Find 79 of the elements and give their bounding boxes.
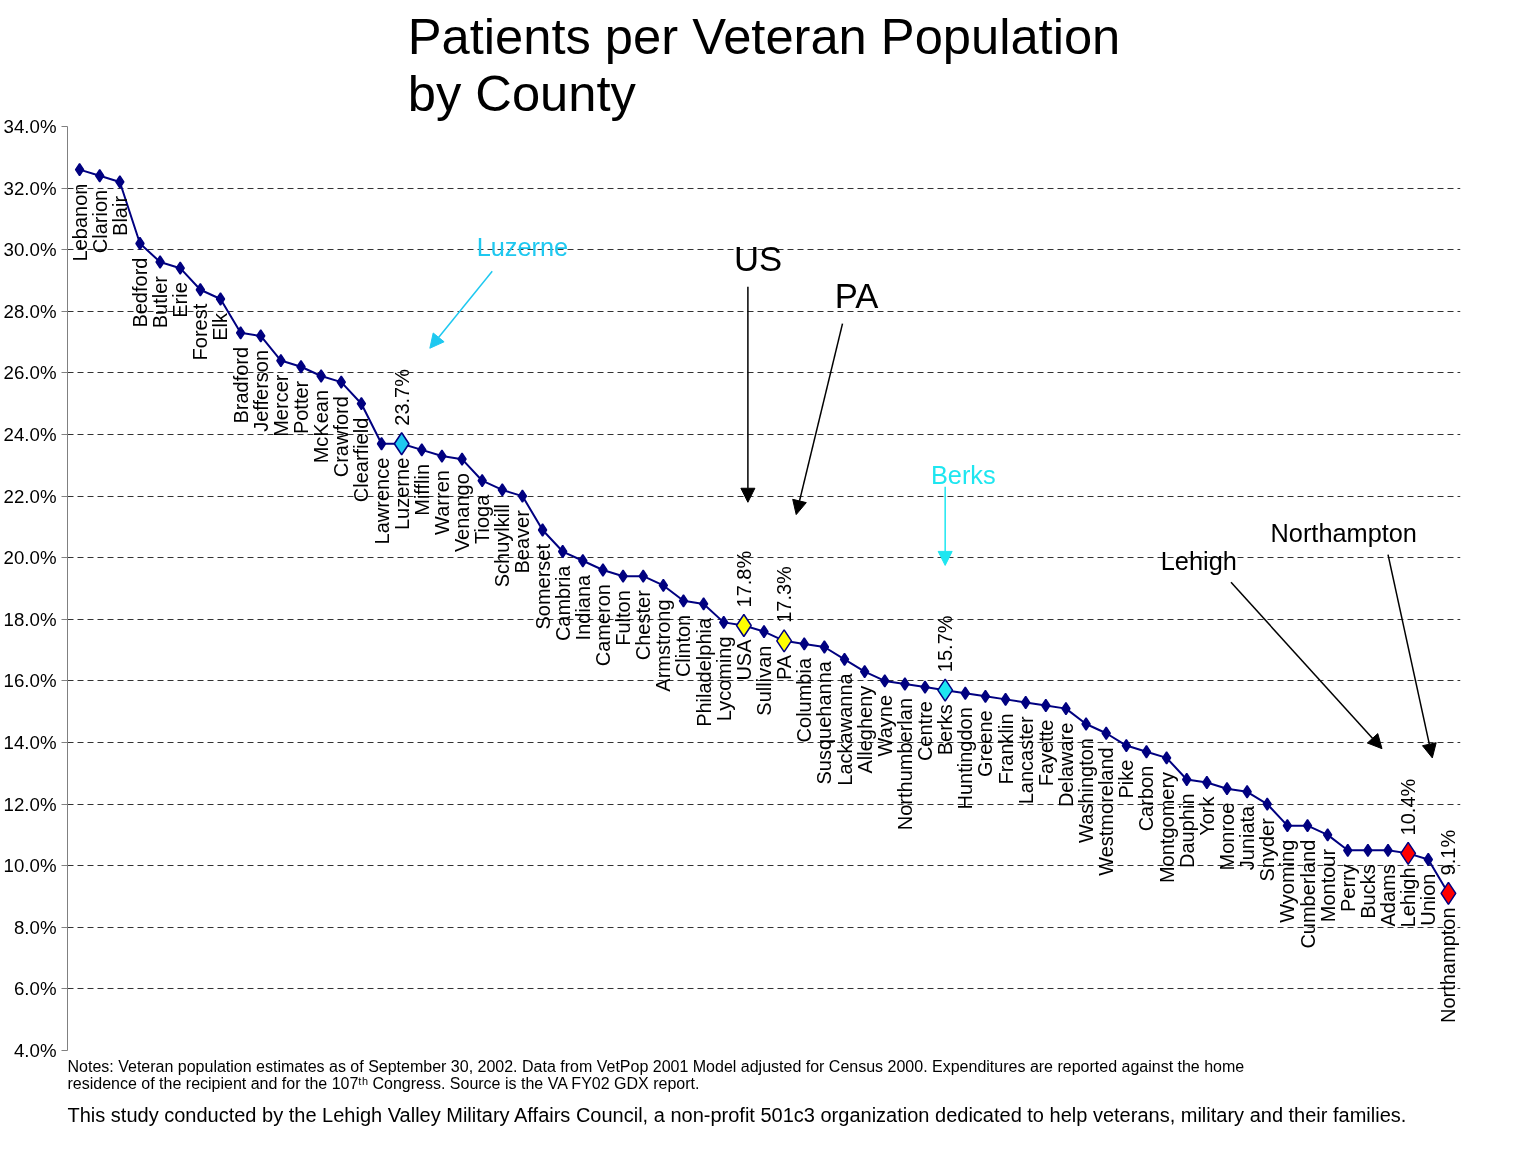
x-tick-label: Forest [189,303,212,361]
x-tick-label: Clearfield [350,417,373,503]
y-tick-label: 18.0% [3,608,57,630]
x-tick-label: Juniata [1236,804,1259,871]
data-label: 10.4% [1397,778,1420,836]
x-tick-label: Cambria [551,564,574,642]
x-tick-label: Columbia [793,657,816,743]
text: Notes: Veteran population estimates as of September 30, 2002. Data from VetPop 2001 Model adjusted for Census 2000. Expenditures are reported against the home residence of the recipient and for the 107ᵗʰ Congress. Source is the VA FY02 GDX report. [67,1057,1245,1092]
x-tick-label: Fulton [612,590,635,646]
y-tick-label: 6.0% [13,978,57,1000]
data-label: 17.8% [732,550,755,608]
y-tick-label: 26.0% [3,362,57,384]
x-tick-label: Somerset [531,543,554,630]
x-tick-label: Montour [1316,848,1339,923]
y-tick-label: 16.0% [3,670,57,692]
x-tick-label: Indiana [571,573,594,641]
x-tick-label: Lancaster [1014,716,1037,805]
x-tick-label: Bradford [229,346,252,424]
x-tick-label: PA [773,654,796,681]
y-tick-label: 8.0% [13,916,57,938]
x-tick-label: Cameron [591,584,614,667]
x-tick-label: Carbon [1135,765,1158,832]
x-tick-label: Mercer [269,374,292,437]
y-tick-label: 30.0% [3,239,57,261]
y-tick-label: 20.0% [3,547,57,569]
x-tick-label: Venango [451,473,474,553]
x-tick-label: Blair [108,195,131,236]
x-tick-label: Crawford [330,396,353,478]
x-tick-label: Washington [1075,738,1098,843]
x-tick-label: McKean [310,389,333,464]
x-tick-label: Lehigh [1397,867,1420,928]
x-tick-label: Sullivan [753,645,775,716]
x-tick-label: Luzerne [390,457,413,531]
x-tick-label: Centre [914,701,937,762]
annotation: US [733,239,783,278]
x-tick-label: Fayette [1034,719,1057,787]
y-tick-label: 34.0% [3,116,57,137]
x-tick-label: Clinton [672,614,695,678]
data-label: 9.1% [1437,829,1460,876]
x-tick-label: Montgomery [1155,771,1178,884]
x-tick-label: Warren [430,470,453,535]
chart-title: Patients per Veteran Population by County [407,7,1121,122]
x-tick-label: Armstrong [652,599,675,692]
x-tick-label: Clarion [88,189,111,254]
x-tick-label: Allegheny [853,685,876,774]
x-tick-label: Berks [934,704,957,756]
x-tick-label: Philadelphia [692,617,715,727]
x-tick-label: Huntingdon [954,707,977,810]
x-tick-label: Chester [632,589,655,661]
x-tick-label: Lawrence [370,457,393,545]
x-tick-label: Tioga [471,493,494,544]
data-label: 15.7% [934,615,957,673]
data-label: 17.3% [773,565,796,623]
y-tick-label: 32.0% [3,177,57,199]
x-tick-label: Perry [1336,864,1359,913]
x-tick-label: Pike [1115,759,1138,799]
x-tick-label: Jefferson [249,349,272,432]
x-tick-label: Lebanon [68,183,91,262]
x-tick-label: Monroe [1215,802,1238,871]
y-tick-label: 12.0% [3,793,57,815]
text: This study conducted by the Lehigh Valley Military Affairs Council, a non-profit 501c3 organization dedicated to help veterans, military and their families. [67,1103,1407,1126]
x-tick-label: Mifflin [410,463,433,516]
x-tick-label: Erie [169,282,192,318]
x-tick-label: Northampton [1437,907,1460,1024]
y-tick-label: 4.0% [13,1040,57,1061]
y-tick-label: 14.0% [3,732,57,753]
y-tick-label: 22.0% [3,485,57,507]
x-tick-label: Franklin [994,713,1017,785]
x-tick-label: Elk [209,311,232,341]
y-tick-label: 10.0% [3,855,57,877]
x-tick-label: Butler [149,275,172,329]
x-tick-label: Adams [1377,864,1400,927]
data-label: 23.7% [390,368,413,426]
x-tick-label: Potter [290,380,313,435]
x-tick-label: Snyder [1256,817,1279,882]
x-tick-label: Susquehanna [813,660,836,785]
x-tick-label: Bedford [128,257,151,328]
y-tick-label: 28.0% [3,300,57,322]
y-tick-label: 24.0% [3,424,57,445]
